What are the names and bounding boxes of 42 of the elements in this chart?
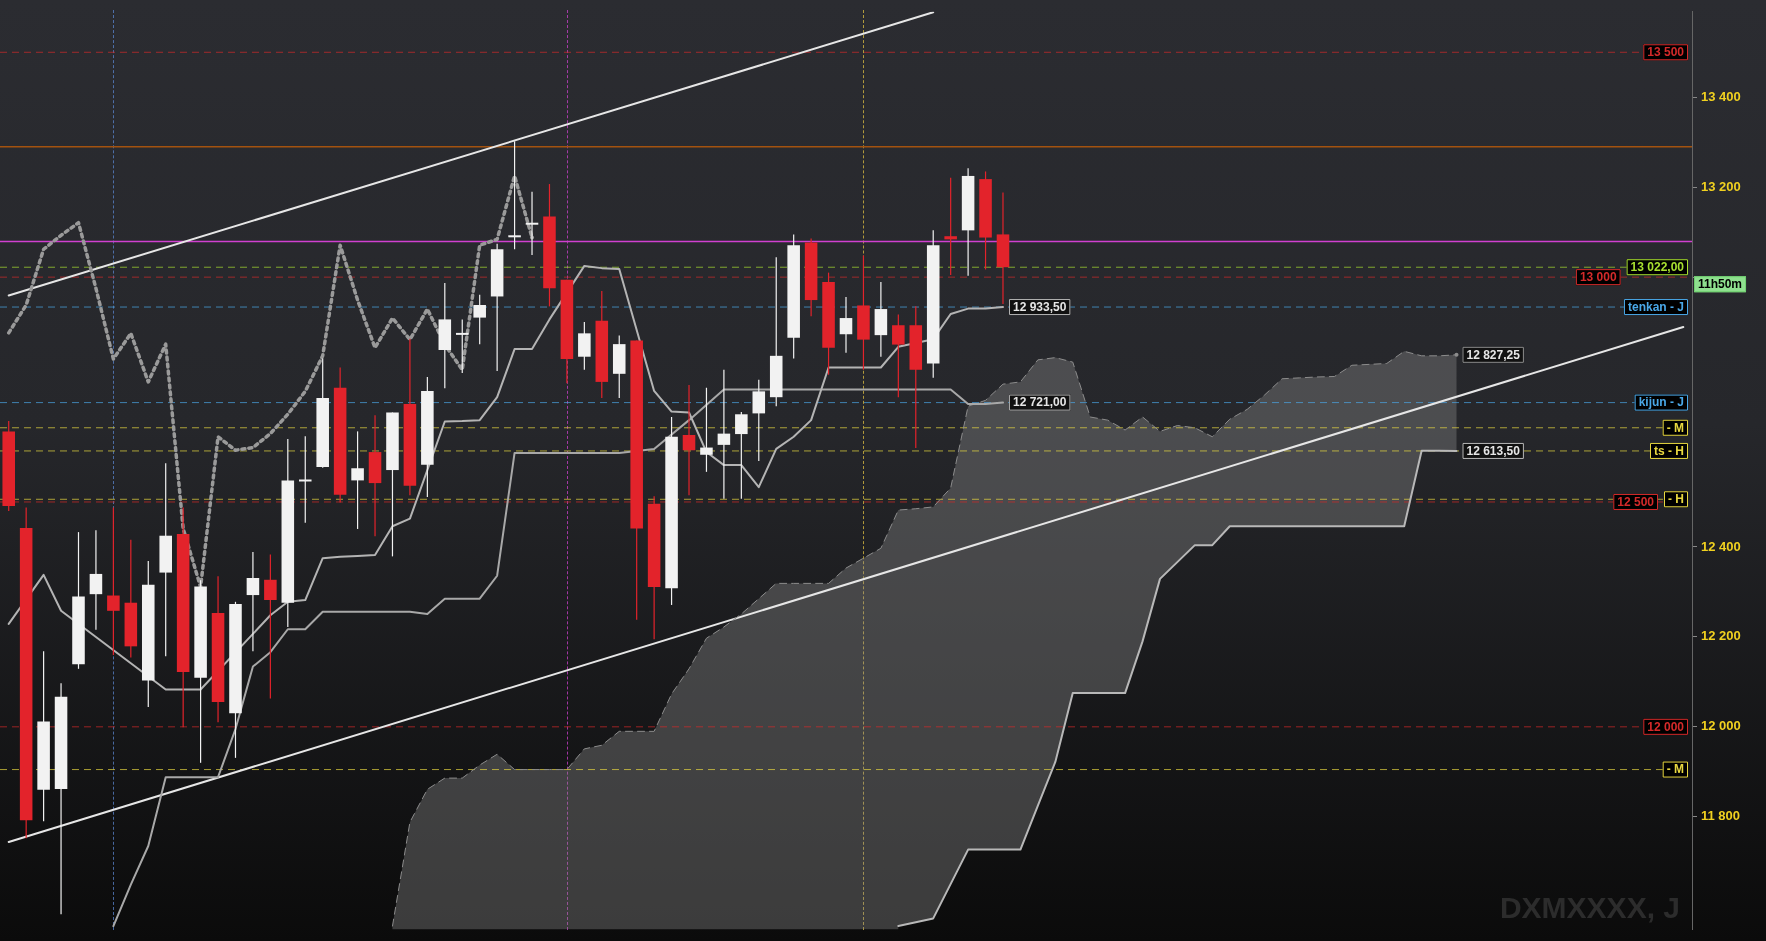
ref-line-label: 12 000 [1647,719,1685,734]
candlestick [682,384,696,496]
y-tick-label: 12 000 [1701,718,1741,734]
candlestick [473,294,486,345]
line-series [6,174,534,589]
ref-line-label: 12 500 [1617,494,1655,509]
candlestick [107,506,120,656]
ref-line-label: 13 000 [1579,269,1617,284]
ref-line-label: 13 022,00 [1630,260,1685,275]
text: 11h50m [1698,277,1743,292]
candlestick [89,529,103,631]
candlestick [735,411,748,500]
y-tick-label: 13 200 [1701,178,1741,194]
data-label: 12 933,50 [1012,299,1067,314]
data-label: 12 613,50 [1466,443,1521,458]
ref-line-label: ts - H [1654,443,1684,458]
candlestick [839,296,853,354]
candlestick [717,369,731,500]
ref-line-label: - M [1666,420,1684,435]
candlestick [525,191,539,256]
candlestick [752,379,766,462]
candlestick [246,551,260,652]
y-tick-label: 12 400 [1701,538,1741,554]
data-label: 12 721,00 [1012,395,1067,410]
y-tick-label: 12 200 [1701,628,1741,644]
candlestick [455,318,469,374]
data-label: 12 827,25 [1466,347,1521,362]
candlestick [351,430,364,530]
ref-line-label: 13 500 [1647,45,1685,60]
y-tick-label: 13 400 [1701,88,1741,104]
candlestick [508,140,521,250]
candlestick [700,387,713,473]
ref-line-label: tenkan - J [1627,299,1684,314]
candlestick [944,177,957,276]
candlestick [264,554,277,700]
ref-line-label: - M [1666,762,1684,777]
y-tick-label: 11 800 [1701,808,1741,824]
ref-line-label: - H [1668,492,1684,507]
ref-line-label: kijun - J [1638,395,1684,410]
candlestick [892,313,905,398]
candlestick [298,435,312,524]
candlestick [578,321,591,371]
